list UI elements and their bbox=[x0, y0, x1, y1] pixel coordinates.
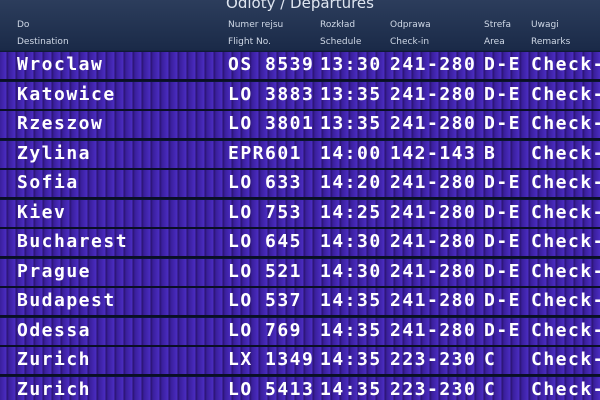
board-cell: D-E bbox=[484, 231, 522, 252]
board-cell: Rzeszow bbox=[17, 113, 104, 134]
board-row: Sofia LO 633 14:20 241-280 D-E Check- bbox=[0, 170, 600, 199]
board-cell: Check- bbox=[531, 54, 600, 75]
board-cell: LO 3801 bbox=[228, 113, 315, 134]
column-header-en: Check-in bbox=[390, 37, 430, 47]
board-cell: D-E bbox=[484, 172, 522, 193]
board-row: Bucharest LO 645 14:30 241-280 D-E Check- bbox=[0, 229, 600, 258]
board-cell: 142-143 bbox=[390, 142, 477, 164]
board-cell: Sofia bbox=[17, 172, 79, 193]
board-row: Kiev LO 753 14:25 241-280 D-E Check- bbox=[0, 199, 600, 229]
board-cell: 241-280 bbox=[390, 113, 477, 134]
board-cell: Check- bbox=[531, 319, 600, 341]
board-cell: Odessa bbox=[17, 319, 92, 341]
board-cell: 14:20 bbox=[320, 172, 382, 193]
board-cell: 14:25 bbox=[320, 201, 382, 223]
board-cell: LO 537 bbox=[228, 290, 303, 311]
column-header-pl: Do bbox=[17, 20, 30, 30]
board-row: Zylina EPR601 14:00 142-143 B Check- bbox=[0, 140, 600, 170]
board-cell: Kiev bbox=[17, 201, 67, 223]
column-header-en: Area bbox=[484, 37, 505, 47]
board-cell: Budapest bbox=[17, 290, 116, 311]
board-cell: LO 769 bbox=[228, 319, 303, 341]
column-header-en: Remarks bbox=[531, 37, 571, 47]
board-cell: Check- bbox=[531, 349, 600, 370]
board-cell: 14:35 bbox=[320, 319, 382, 341]
board-cell: 223-230 bbox=[390, 378, 477, 400]
board-cell: 13:35 bbox=[320, 83, 382, 105]
board-cell: 241-280 bbox=[390, 83, 477, 105]
board-cell: Wroclaw bbox=[17, 54, 104, 75]
board-cell: EPR601 bbox=[228, 142, 303, 164]
board-cell: D-E bbox=[484, 54, 522, 75]
board-cell: C bbox=[484, 349, 497, 370]
board-title: Odloty / Departures bbox=[226, 0, 374, 12]
column-header-pl: Odprawa bbox=[390, 20, 431, 30]
board-cell: Check- bbox=[531, 142, 600, 164]
board-cell: Check- bbox=[531, 201, 600, 223]
board-cell: 241-280 bbox=[390, 319, 477, 341]
board-row: Wroclaw OS 8539 13:30 241-280 D-E Check- bbox=[0, 52, 600, 81]
board-cell: Zurich bbox=[17, 349, 92, 370]
board-cell: Bucharest bbox=[17, 231, 129, 252]
board-cell: Check- bbox=[531, 113, 600, 134]
board-cell: 14:30 bbox=[320, 260, 382, 282]
board-row: Budapest LO 537 14:35 241-280 D-E Check- bbox=[0, 288, 600, 317]
board-row: Katowice LO 3883 13:35 241-280 D-E Check- bbox=[0, 81, 600, 111]
board-cell: 13:30 bbox=[320, 54, 382, 75]
board-cell: 241-280 bbox=[390, 201, 477, 223]
board-cell: Check- bbox=[531, 290, 600, 311]
column-header-en: Flight No. bbox=[228, 37, 271, 47]
board-cell: 241-280 bbox=[390, 172, 477, 193]
board-cell: 241-280 bbox=[390, 260, 477, 282]
board-cell: 241-280 bbox=[390, 231, 477, 252]
board-cell: LO 5413 bbox=[228, 378, 315, 400]
board-cell: LX 1349 bbox=[228, 349, 315, 370]
board-cell: 14:35 bbox=[320, 349, 382, 370]
board-cell: Check- bbox=[531, 83, 600, 105]
board-cell: D-E bbox=[484, 201, 522, 223]
column-header-pl: Uwagi bbox=[531, 20, 559, 30]
board-cell: Check- bbox=[531, 231, 600, 252]
board-cell: Check- bbox=[531, 260, 600, 282]
board-cell: B bbox=[484, 142, 497, 164]
column-header-pl: Numer rejsu bbox=[228, 20, 284, 30]
column-header-en: Schedule bbox=[320, 37, 362, 47]
board-cell: LO 753 bbox=[228, 201, 303, 223]
board-cell: 223-230 bbox=[390, 349, 477, 370]
board-cell: LO 521 bbox=[228, 260, 303, 282]
board-cell: OS 8539 bbox=[228, 54, 315, 75]
board-cell: LO 645 bbox=[228, 231, 303, 252]
board-cell: Katowice bbox=[17, 83, 116, 105]
board-cell: Zylina bbox=[17, 142, 92, 164]
board-cell: 14:00 bbox=[320, 142, 382, 164]
board-cell: LO 633 bbox=[228, 172, 303, 193]
board-row: Odessa LO 769 14:35 241-280 D-E Check- bbox=[0, 317, 600, 347]
board-cell: 241-280 bbox=[390, 54, 477, 75]
board-row: Prague LO 521 14:30 241-280 D-E Check- bbox=[0, 258, 600, 288]
board-cell: D-E bbox=[484, 113, 522, 134]
board-row: Zurich LX 1349 14:35 223-230 C Check- bbox=[0, 347, 600, 376]
board-cell: C bbox=[484, 378, 497, 400]
board-cell: D-E bbox=[484, 260, 522, 282]
board-cell: D-E bbox=[484, 83, 522, 105]
board-cell: 14:35 bbox=[320, 378, 382, 400]
board-cell: 14:35 bbox=[320, 290, 382, 311]
board-cell: 241-280 bbox=[390, 290, 477, 311]
column-header-pl: Strefa bbox=[484, 20, 511, 30]
board-cell: D-E bbox=[484, 290, 522, 311]
column-header-en: Destination bbox=[17, 37, 69, 47]
board-cell: Check- bbox=[531, 172, 600, 193]
board-cell: D-E bbox=[484, 319, 522, 341]
board-cell: Check- bbox=[531, 378, 600, 400]
board-cell: Zurich bbox=[17, 378, 92, 400]
board-row: Zurich LO 5413 14:35 223-230 C Check- bbox=[0, 376, 600, 400]
board-cell: Prague bbox=[17, 260, 92, 282]
board-cell: LO 3883 bbox=[228, 83, 315, 105]
board-cell: 14:30 bbox=[320, 231, 382, 252]
column-header-pl: Rozkład bbox=[320, 20, 356, 30]
board-cell: 13:35 bbox=[320, 113, 382, 134]
board-row: Rzeszow LO 3801 13:35 241-280 D-E Check- bbox=[0, 111, 600, 140]
